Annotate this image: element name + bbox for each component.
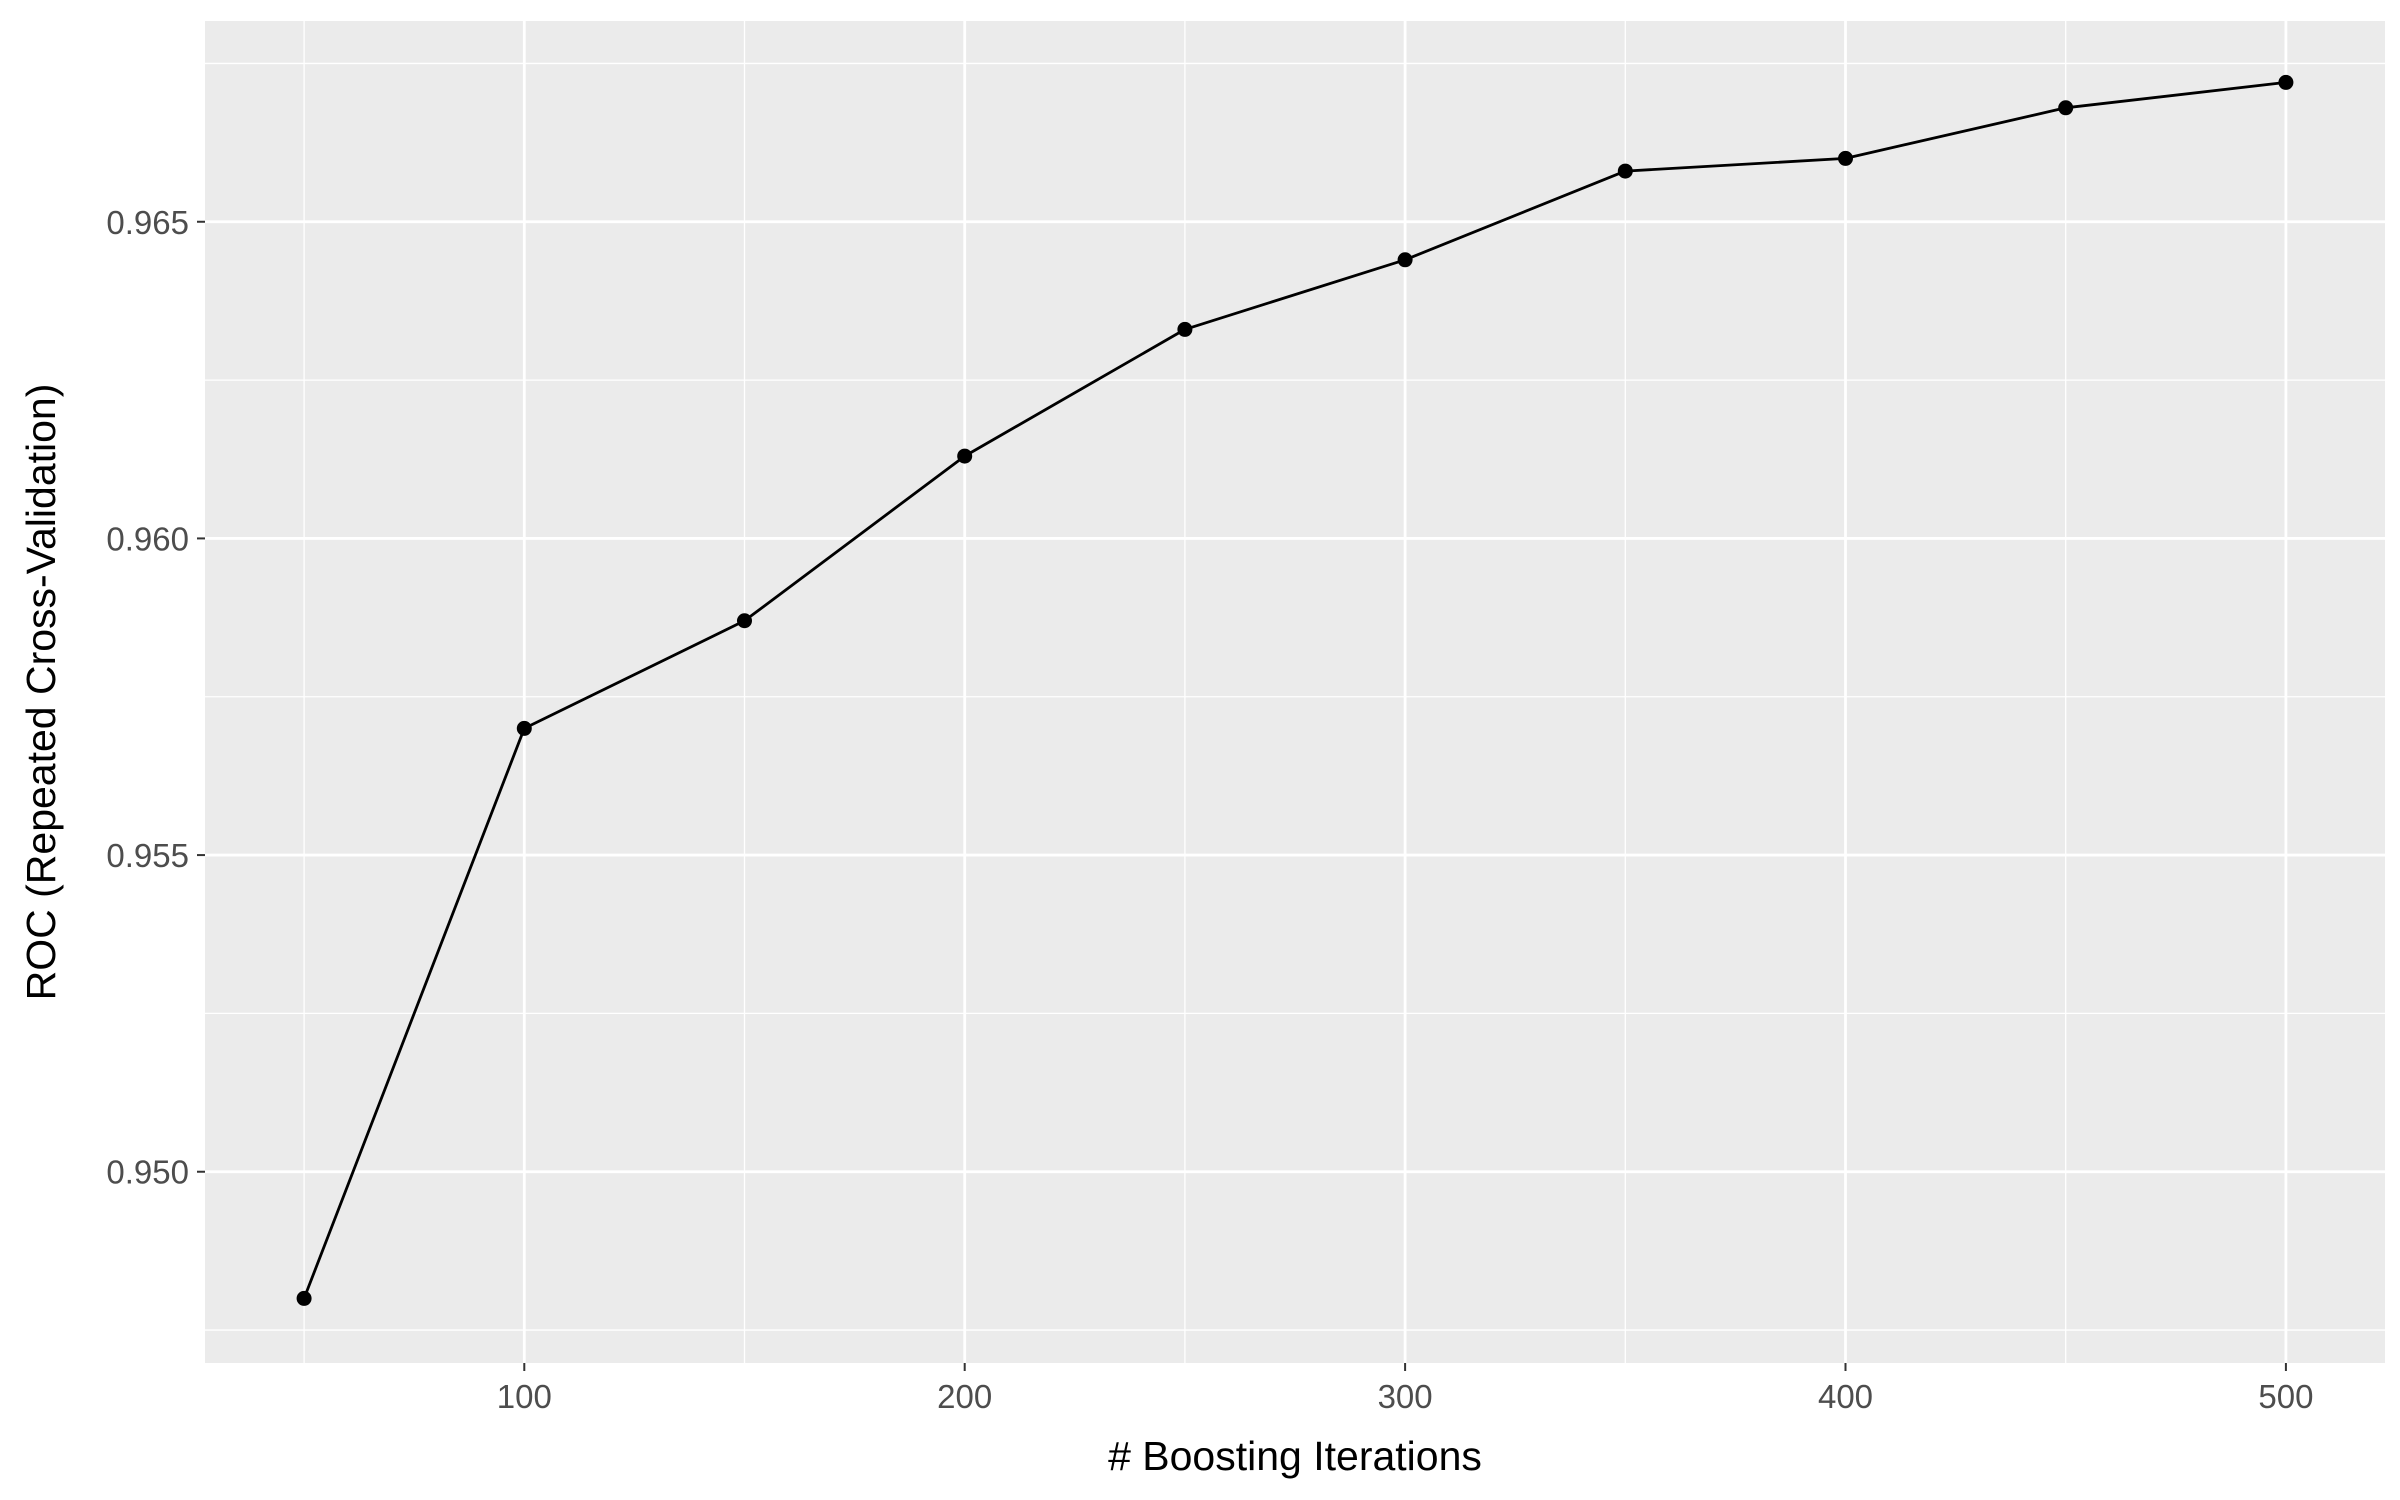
roc-series xyxy=(296,74,2294,1306)
tick-labels: 100 200 300 400 500 0.950 0.955 0.960 0.965 xyxy=(106,204,2313,1415)
x-axis-title: # Boosting Iterations xyxy=(1108,1433,1482,1479)
y-tick-label: 0.960 xyxy=(106,520,189,557)
y-tick-label: 0.965 xyxy=(106,204,189,241)
axis-ticks xyxy=(197,220,2287,1371)
data-point xyxy=(736,613,752,629)
data-point xyxy=(516,720,532,736)
plot-panel xyxy=(205,21,2385,1363)
data-point xyxy=(1397,252,1413,268)
x-tick-label: 300 xyxy=(1378,1378,1433,1415)
y-tick-label: 0.950 xyxy=(106,1154,189,1191)
minor-gridlines xyxy=(205,21,2385,1363)
data-point xyxy=(1177,321,1193,337)
x-tick-label: 200 xyxy=(937,1378,992,1415)
y-axis-title: ROC (Repeated Cross-Validation) xyxy=(18,384,64,1001)
data-point xyxy=(2058,100,2074,116)
roc-line xyxy=(302,81,2287,1299)
data-point xyxy=(1617,163,1633,179)
x-tick-label: 400 xyxy=(1818,1378,1873,1415)
x-tick-label: 500 xyxy=(2258,1378,2313,1415)
data-point xyxy=(957,448,973,464)
major-gridlines xyxy=(205,21,2385,1363)
data-point xyxy=(2278,74,2294,90)
x-tick-label: 100 xyxy=(497,1378,552,1415)
data-point xyxy=(1838,150,1854,166)
data-point xyxy=(296,1290,312,1306)
y-tick-label: 0.955 xyxy=(106,837,189,874)
